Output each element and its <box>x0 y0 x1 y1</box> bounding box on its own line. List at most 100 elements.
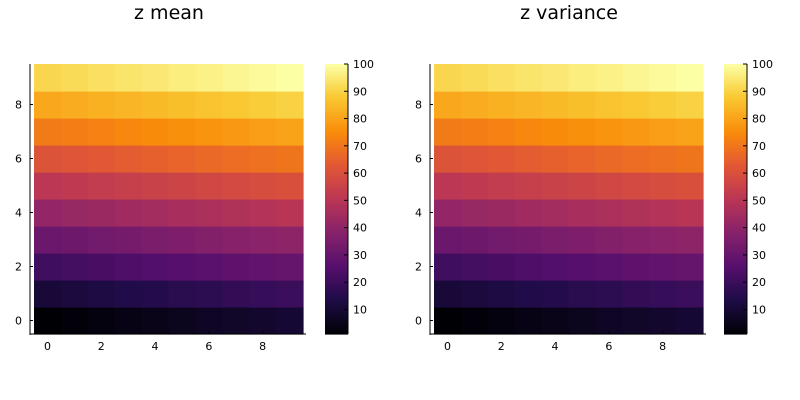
heatmap-cell <box>34 64 62 92</box>
colorbar-tick-label: 100 <box>353 58 374 71</box>
colorbar-slice <box>325 307 348 311</box>
heatmap-cell <box>649 91 677 119</box>
heatmap-cell <box>568 172 596 200</box>
colorbar-slice <box>724 64 747 68</box>
heatmap-cell <box>249 91 277 119</box>
colorbar-slice <box>325 256 348 260</box>
heatmap-cell <box>676 64 704 92</box>
heatmap-cell <box>168 91 196 119</box>
heatmap-cell <box>60 145 89 173</box>
heatmap-cell <box>676 253 704 281</box>
colorbar-slice <box>325 208 348 212</box>
colorbar-slice <box>724 187 747 191</box>
x-tick-label: 0 <box>44 340 51 353</box>
colorbar-slice <box>724 250 747 254</box>
heatmap-cell <box>595 91 623 119</box>
heatmap-cell <box>222 226 250 254</box>
colorbar-slice <box>724 304 747 308</box>
heatmap-cell <box>195 91 223 119</box>
heatmap-cell <box>487 199 516 227</box>
heatmap-cell <box>434 307 462 335</box>
heatmap-cell <box>434 199 462 227</box>
heatmap-cell <box>676 199 704 227</box>
colorbar-slice <box>724 280 747 284</box>
colorbar-slice <box>724 148 747 152</box>
colorbar-slice <box>724 262 747 266</box>
heatmap-cell <box>249 172 277 200</box>
colorbar-slice <box>724 88 747 92</box>
heatmap-cell <box>114 172 143 200</box>
colorbar-slice <box>325 184 348 188</box>
colorbar-slice <box>325 94 348 98</box>
heatmap-cell <box>622 199 650 227</box>
colorbar-slice <box>325 232 348 236</box>
colorbar-slice <box>325 310 348 314</box>
colorbar-tick-label: 50 <box>353 194 367 207</box>
colorbar-slice <box>724 241 747 245</box>
colorbar-slice <box>325 193 348 197</box>
heatmap-cell <box>249 253 277 281</box>
colorbar-slice <box>325 127 348 131</box>
x-tick-label: 6 <box>605 340 612 353</box>
colorbar-tick-label: 100 <box>752 58 773 71</box>
colorbar-slice <box>325 238 348 242</box>
heatmap-cell <box>141 118 170 146</box>
heatmap-cell <box>114 145 143 173</box>
heatmap-cell <box>114 64 143 92</box>
colorbar-slice <box>724 307 747 311</box>
heatmap-cell <box>568 280 596 308</box>
heatmap-cell <box>141 145 170 173</box>
heatmap-cell <box>276 253 304 281</box>
colorbar-slice <box>325 331 348 335</box>
colorbar-slice <box>724 127 747 131</box>
colorbar-slice <box>724 310 747 314</box>
heatmap-cell <box>276 226 304 254</box>
heatmap-cell <box>249 118 277 146</box>
colorbar-slice <box>724 217 747 221</box>
heatmap-cell <box>649 253 677 281</box>
colorbar-slice <box>325 91 348 95</box>
heatmap-cell <box>141 172 170 200</box>
heatmap-cell <box>168 253 196 281</box>
heatmap-cell <box>222 145 250 173</box>
heatmap-cell <box>541 118 570 146</box>
colorbar-slice <box>325 313 348 317</box>
heatmap-cell <box>141 280 170 308</box>
heatmap-cell <box>87 307 116 335</box>
colorbar-slice <box>724 247 747 251</box>
colorbar-slice <box>325 244 348 248</box>
colorbar-slice <box>724 139 747 143</box>
colorbar-tick-label: 30 <box>353 249 367 262</box>
colorbar-slice <box>724 160 747 164</box>
x-tick-label: 4 <box>552 340 559 353</box>
colorbar-slice <box>325 97 348 101</box>
heatmap-cell <box>87 280 116 308</box>
heatmap-cell <box>87 91 116 119</box>
colorbar-slice <box>325 73 348 77</box>
heatmap-cell <box>34 226 62 254</box>
heatmap-cell <box>222 118 250 146</box>
colorbar-slice <box>724 223 747 227</box>
colorbar-slice <box>724 178 747 182</box>
y-tick-label: 4 <box>415 207 422 220</box>
colorbar-slice <box>325 328 348 332</box>
heatmap-cell <box>649 172 677 200</box>
heatmap-cell <box>595 253 623 281</box>
colorbar-slice <box>325 64 348 68</box>
colorbar-slice <box>724 94 747 98</box>
heatmap-cell <box>87 64 116 92</box>
colorbar-slice <box>325 178 348 182</box>
heatmap-cell <box>434 226 462 254</box>
heatmap-cell <box>276 91 304 119</box>
colorbar-slice <box>325 322 348 326</box>
heatmap-cell <box>249 226 277 254</box>
colorbar-slice <box>325 79 348 83</box>
colorbar-slice <box>325 241 348 245</box>
heatmap-cell <box>434 91 462 119</box>
colorbar-slice <box>325 130 348 134</box>
colorbar-slice <box>724 274 747 278</box>
heatmap-cell <box>568 199 596 227</box>
colorbar-slice <box>724 190 747 194</box>
heatmap-cell <box>487 64 516 92</box>
